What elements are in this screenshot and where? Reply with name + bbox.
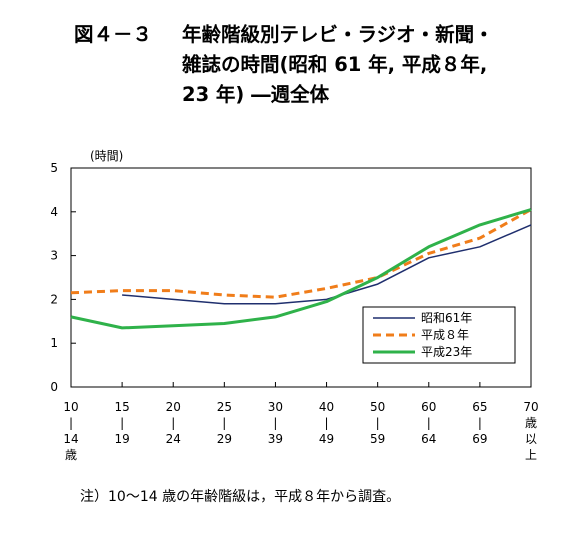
x-tick-label: 65 [472,400,487,414]
figure-number: 図４－３ [74,23,153,46]
x-tick-label: 15 [114,400,129,414]
x-tick-label: 以 [525,432,537,446]
x-tick-label: | [376,416,380,430]
x-tick-label: 30 [268,400,283,414]
x-tick-label: 10 [63,400,78,414]
x-tick-label: 25 [217,400,232,414]
title-text-1: 年齢階級別テレビ・ラジオ・新聞・ [182,23,494,46]
x-tick-label: 19 [114,432,129,446]
x-tick-label: | [427,416,431,430]
x-tick-label: | [120,416,124,430]
plot-area [70,167,532,388]
x-tick-label: 60 [421,400,436,414]
chart-title: 図４－３ 年齢階級別テレビ・ラジオ・新聞・ 雑誌の時間(昭和 61 年, 平成８年… [74,20,574,110]
x-tick-label: 40 [319,400,334,414]
x-tick-label: 64 [421,432,436,446]
title-line-3: 23 年) ―週全体 [182,83,330,106]
x-tick-label: | [325,416,329,430]
y-tick-label: 4 [50,205,58,219]
x-tick-label: 49 [319,432,334,446]
x-tick-label: | [69,416,73,430]
title-line-1: 図４－３ 年齢階級別テレビ・ラジオ・新聞・ [74,20,574,50]
x-tick-label: | [222,416,226,430]
x-tick-label: 歳 [525,416,537,430]
y-axis-unit-label: (時間) [90,149,123,163]
series-line-2 [70,208,532,330]
x-tick-label: 14 [63,432,78,446]
x-tick-label: 50 [370,400,385,414]
x-tick-label: | [478,416,482,430]
x-tick-label: 24 [166,432,181,446]
x-tick-label: 59 [370,432,385,446]
x-tick-label: 69 [472,432,487,446]
x-tick-label: 20 [166,400,181,414]
legend-label: 平成23年 [421,345,472,359]
x-tick-label: 上 [525,448,537,462]
series-line-0 [122,224,532,305]
x-tick-label: | [171,416,175,430]
y-tick-label: 1 [50,336,58,350]
y-tick-label: 5 [50,161,58,175]
x-tick-label: | [273,416,277,430]
x-tick-label: 70 [523,400,538,414]
y-tick-label: 0 [50,380,58,394]
x-tick-label: 29 [217,432,232,446]
footnote: 注）10～14 歳の年齢階級は，平成８年から調査。 [80,489,401,505]
x-tick-label: 歳 [65,448,77,462]
y-tick-label: 2 [50,292,58,306]
title-line-2: 雑誌の時間(昭和 61 年, 平成８年, [182,53,488,76]
y-tick-label: 3 [50,249,58,263]
legend-label: 平成８年 [421,328,469,342]
x-tick-label: 39 [268,432,283,446]
series-line-1 [70,208,532,299]
legend-label: 昭和61年 [421,311,472,325]
